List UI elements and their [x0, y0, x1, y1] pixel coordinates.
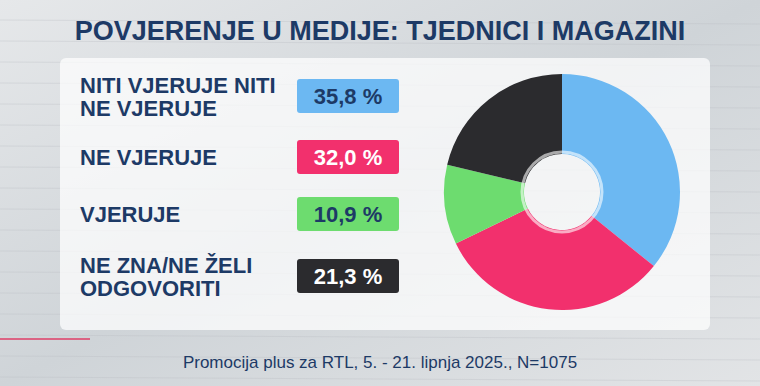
legend-label: NE VJERUJE	[80, 145, 217, 170]
decor-line	[0, 338, 90, 340]
background	[0, 0, 760, 386]
value-box	[297, 79, 399, 113]
slice	[447, 74, 562, 183]
legend-label: NE ZNA/NE ŽELIODGOVORITI	[80, 253, 252, 301]
title: POVJERENJE U MEDIJE: TJEDNICI I MAGAZINI	[75, 16, 686, 46]
legend-label: VJERUJE	[80, 202, 180, 227]
background-stripes	[0, 20, 760, 381]
value-box	[297, 259, 399, 293]
data-label: 10,9 %	[314, 202, 383, 227]
stripe	[0, 335, 760, 339]
data-label: 21,3 %	[314, 264, 383, 289]
value-box	[297, 140, 399, 174]
source: Promocija plus za RTL, 5. - 21. lipnja 2…	[183, 353, 577, 372]
stripe	[0, 377, 760, 381]
panel	[60, 58, 710, 330]
legend: NITI VJERUJE NITINE VJERUJE 35,8 % NE VJER…	[80, 73, 399, 301]
value-box	[297, 197, 399, 231]
hole-ring	[522, 152, 602, 232]
data-label: 35,8 %	[314, 84, 383, 109]
slices	[444, 74, 680, 310]
data-label: 32,0 %	[314, 145, 383, 170]
slices-inner	[444, 74, 680, 310]
legend-label: NITI VJERUJE NITINE VJERUJE	[80, 73, 276, 121]
chart: POVJERENJE U MEDIJE: TJEDNICI I MAGAZINI…	[0, 0, 760, 386]
